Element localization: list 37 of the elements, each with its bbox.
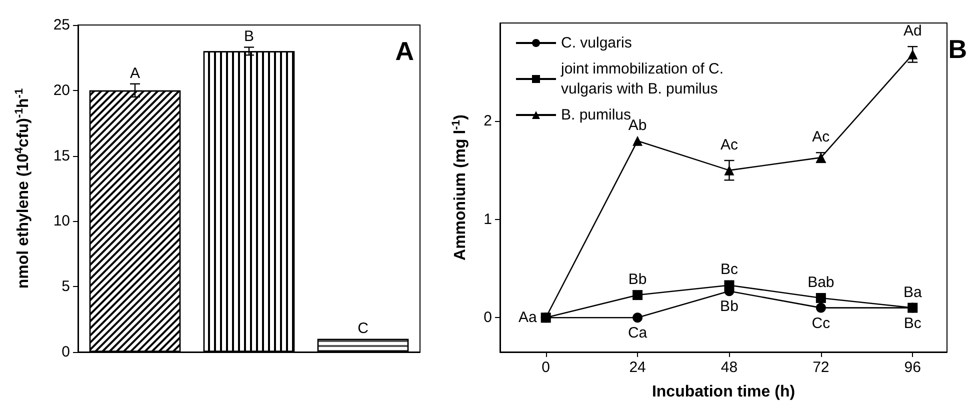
y-tick-label: 5 — [62, 278, 70, 296]
annotation: Ad — [903, 22, 922, 40]
x-tick-label: 96 — [904, 359, 921, 376]
legend-label: C. vulgaris — [561, 34, 632, 52]
y-tick-label: 10 — [53, 212, 70, 230]
annotation: Ac — [812, 128, 830, 146]
annotation: Bb — [720, 298, 738, 316]
annotation: A — [130, 64, 140, 82]
x-tick-label: 72 — [812, 359, 830, 376]
annotation: B — [244, 28, 254, 46]
x-axis-title: Incubation time (h) — [652, 384, 796, 400]
annotation: C — [358, 320, 369, 337]
annotation: Aa — [518, 309, 538, 326]
annotation: Bc — [904, 314, 922, 332]
y-tick-label: 20 — [53, 82, 70, 99]
x-tick-label: 24 — [629, 359, 646, 376]
annotation: Cc — [812, 314, 831, 332]
y-tick-label: 0 — [62, 344, 70, 360]
y-tick-label: 15 — [53, 147, 70, 164]
legend-label: B. pumilus — [561, 106, 632, 124]
y-tick-label: 1 — [484, 210, 492, 228]
x-tick-label: 48 — [720, 359, 738, 376]
annotation: Bab — [808, 274, 834, 291]
y-tick-label: 2 — [484, 112, 492, 130]
x-tick-label: 0 — [542, 359, 550, 376]
y-axis-title: Ammonium (mg l-1) — [450, 114, 469, 260]
y-axis-title: nmol ethylene (104cfu)-1h-1 — [14, 88, 32, 289]
chart-title: A — [395, 36, 414, 66]
annotation: Ca — [628, 324, 648, 342]
chart-title: B — [948, 34, 968, 64]
annotation: Bc — [720, 261, 738, 278]
annotation: Ac — [720, 136, 738, 154]
y-tick-label: 25 — [53, 16, 70, 34]
legend-label: joint immobilization of C. vulgaris with B. pumilus — [560, 60, 724, 98]
annotation: Bb — [628, 271, 647, 288]
annotation: Ba — [903, 284, 922, 301]
y-tick-label: 0 — [484, 309, 492, 326]
